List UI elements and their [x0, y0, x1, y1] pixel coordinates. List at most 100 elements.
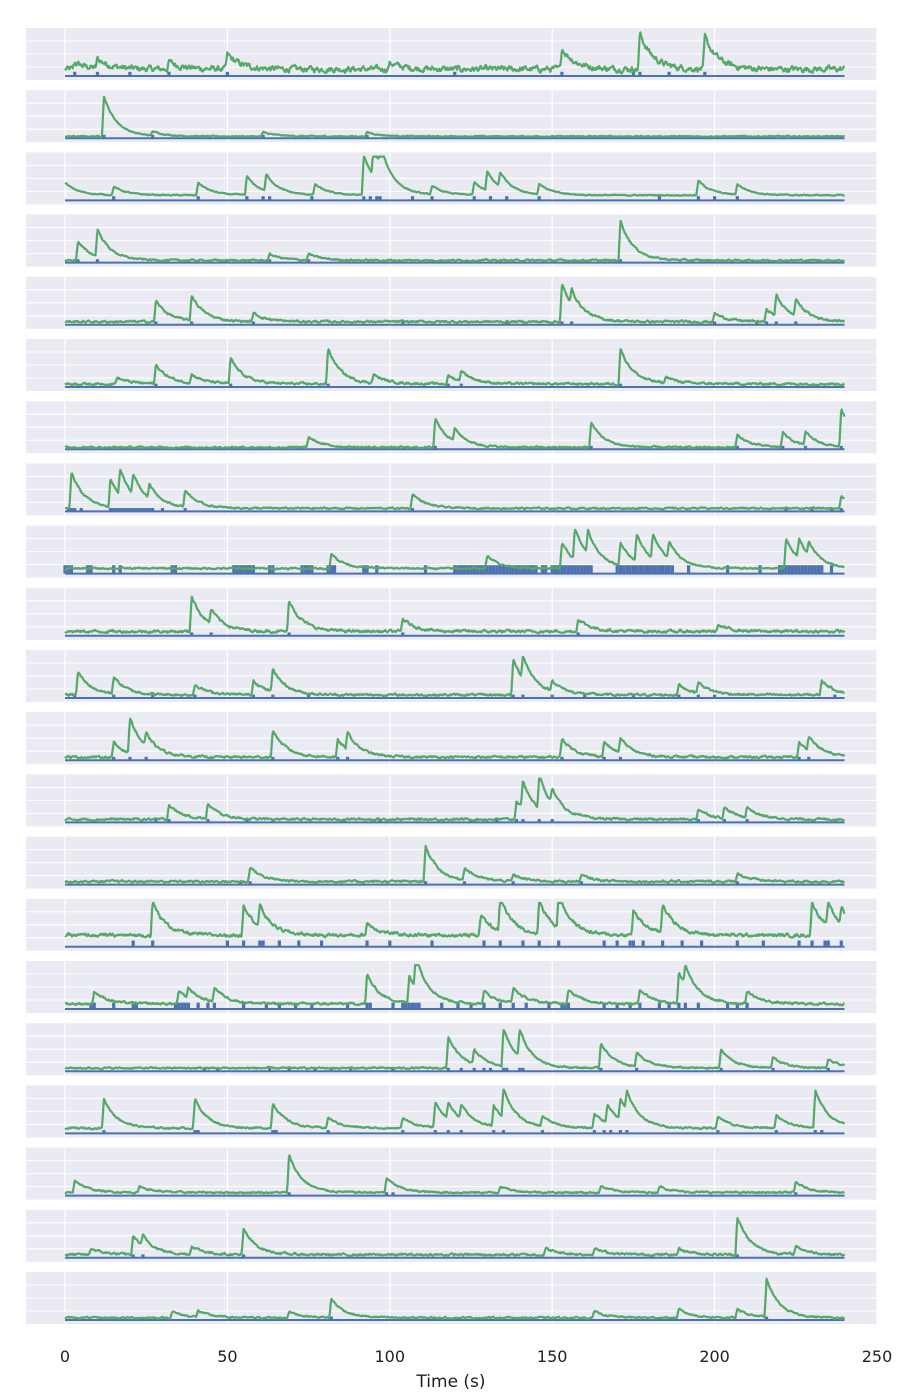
spike-mark — [631, 71, 635, 76]
spike-mark — [521, 694, 525, 698]
spike-mark — [505, 196, 509, 201]
spike-mark — [667, 1002, 671, 1009]
spike-mark — [69, 565, 74, 574]
calcium-trace — [64, 1028, 846, 1071]
spike-mark — [261, 134, 265, 139]
spike-mark — [570, 565, 574, 574]
spike-mark — [813, 565, 817, 574]
spike-mark — [644, 565, 648, 574]
spike-mark — [121, 508, 126, 512]
spike-mark — [306, 565, 311, 574]
spike-mark — [803, 445, 808, 450]
spike-mark — [414, 1002, 418, 1009]
calcium-trace — [64, 717, 846, 760]
spike-mark — [277, 940, 281, 947]
spike-mark — [102, 134, 106, 139]
spike-mark — [618, 383, 623, 387]
spike-mark — [514, 819, 519, 823]
spike-mark — [826, 940, 830, 947]
spike-mark — [628, 940, 632, 947]
panel-14 — [26, 836, 878, 889]
spike-mark — [654, 565, 658, 574]
spike-mark — [138, 508, 142, 512]
spike-mark — [661, 565, 665, 574]
spike-mark — [112, 694, 116, 698]
calcium-trace — [64, 408, 846, 450]
spike-mark — [677, 1002, 681, 1009]
spike-mark — [238, 565, 242, 574]
calcium-trace — [64, 95, 846, 139]
spike-mark — [375, 565, 379, 574]
spike-mark — [229, 383, 233, 387]
spike-mark — [488, 196, 493, 201]
spike-mark — [151, 940, 155, 947]
spike-mark — [73, 694, 77, 698]
spike-mark — [446, 1067, 450, 1072]
spike-mark — [583, 565, 587, 574]
spike-mark — [501, 1130, 506, 1134]
spike-mark — [664, 565, 668, 574]
spike-mark — [319, 940, 324, 947]
calcium-trace — [64, 1277, 846, 1320]
spike-mark — [332, 565, 337, 574]
spike-mark — [485, 565, 489, 574]
spike-mark — [797, 940, 801, 947]
spike-mark — [524, 1002, 528, 1009]
spike-mark — [537, 196, 541, 201]
spike-mark — [73, 508, 77, 512]
spike-mark — [277, 1002, 281, 1009]
spike-mark — [511, 881, 515, 885]
spike-mark — [550, 694, 554, 698]
spike-mark — [173, 1002, 178, 1009]
spike-mark — [368, 196, 372, 201]
spike-mark — [560, 756, 564, 761]
panel-10 — [26, 587, 878, 640]
spike-mark — [667, 71, 671, 76]
spike-mark — [829, 565, 834, 574]
spike-mark — [154, 819, 158, 823]
spike-mark — [287, 1067, 291, 1072]
spike-mark — [326, 1130, 330, 1134]
spike-mark — [833, 694, 837, 698]
spike-mark — [628, 565, 632, 574]
spike-mark — [180, 1002, 184, 1009]
spike-mark — [537, 940, 541, 947]
spike-mark — [154, 383, 158, 387]
spike-mark — [544, 565, 548, 574]
spike-mark — [430, 196, 434, 201]
spike-mark — [125, 508, 129, 512]
spike-mark — [365, 565, 369, 574]
spike-mark — [501, 1067, 506, 1072]
spike-mark — [576, 565, 580, 574]
spike-mark — [203, 1067, 207, 1072]
spike-mark — [518, 1067, 522, 1072]
spike-mark — [631, 940, 635, 947]
spike-mark — [807, 565, 811, 574]
spike-mark — [492, 1130, 496, 1134]
spike-mark — [511, 694, 515, 698]
spike-mark — [268, 259, 272, 263]
spike-mark — [628, 1002, 632, 1009]
spike-mark — [505, 565, 509, 574]
spike-mark — [89, 565, 93, 574]
spike-mark — [274, 1130, 278, 1134]
spike-mark — [261, 940, 265, 947]
spike-mark — [602, 756, 606, 761]
spike-mark — [196, 1130, 200, 1134]
spike-mark — [570, 321, 574, 325]
spike-mark — [755, 321, 759, 325]
spike-mark — [521, 940, 525, 947]
spike-mark — [193, 694, 197, 698]
spike-mark — [534, 565, 538, 574]
spike-mark — [401, 321, 405, 325]
calcium-trace — [64, 1088, 846, 1131]
spike-mark — [745, 1002, 749, 1009]
spike-mark — [602, 1130, 606, 1134]
spike-mark — [365, 1002, 369, 1009]
spike-mark — [696, 1002, 700, 1009]
spike-mark — [712, 694, 717, 698]
spike-mark — [196, 196, 200, 201]
spike-mark — [761, 940, 765, 947]
panel-18 — [26, 1085, 878, 1138]
spike-mark — [401, 632, 405, 636]
